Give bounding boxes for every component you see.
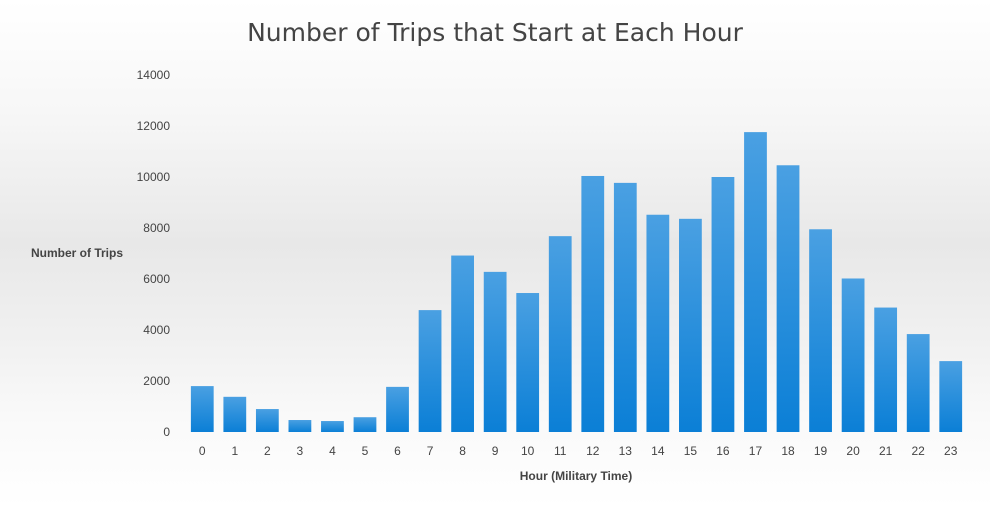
bars-group — [190, 132, 963, 433]
x-tick-label: 17 — [749, 444, 763, 458]
bar — [321, 421, 344, 432]
y-tick-label: 14000 — [137, 68, 171, 82]
bar — [906, 334, 930, 432]
bar — [418, 310, 442, 432]
x-tick-label: 11 — [554, 444, 567, 458]
x-tick-label: 5 — [362, 444, 369, 458]
bar — [776, 165, 800, 432]
y-tick-label: 12000 — [137, 119, 171, 133]
x-tick-label: 3 — [297, 444, 304, 458]
bar — [516, 293, 540, 432]
bar — [288, 420, 312, 432]
bar — [744, 132, 767, 432]
bar — [613, 182, 637, 432]
x-tick-label: 7 — [427, 444, 434, 458]
x-tick-label: 0 — [199, 444, 206, 458]
bar — [874, 307, 898, 432]
y-tick-label: 0 — [163, 425, 170, 439]
bar — [809, 229, 832, 432]
x-tick-label: 4 — [329, 444, 336, 458]
bar — [223, 396, 247, 432]
bar — [255, 409, 279, 432]
bar — [386, 386, 409, 432]
bar — [646, 214, 670, 432]
bar — [483, 271, 507, 432]
x-tick-label: 8 — [459, 444, 466, 458]
x-tick-label: 19 — [814, 444, 828, 458]
x-tick-label: 2 — [264, 444, 271, 458]
bar — [548, 236, 572, 432]
x-axis-title: Hour (Military Time) — [520, 469, 632, 483]
x-tick-label: 22 — [912, 444, 926, 458]
bar — [581, 175, 605, 433]
bar — [679, 218, 702, 432]
bar — [939, 361, 963, 432]
x-tick-label: 9 — [492, 444, 499, 458]
x-tick-label: 15 — [684, 444, 698, 458]
x-tick-label: 21 — [879, 444, 893, 458]
x-tick-label: 10 — [521, 444, 535, 458]
x-tick-label: 20 — [846, 444, 860, 458]
y-tick-label: 6000 — [143, 272, 170, 286]
bar — [190, 386, 214, 432]
chart-title: Number of Trips that Start at Each Hour — [247, 18, 743, 47]
x-axis-ticks: 0 1 2 3 4 5 6 7 8 9 10 11 12 13 14 15 16 17 18 19 20 21 22 23 — [199, 444, 958, 458]
y-tick-label: 8000 — [143, 221, 170, 235]
y-axis-ticks: 0 2000 4000 6000 8000 10000 12000 14000 — [137, 68, 171, 439]
x-tick-label: 14 — [651, 444, 665, 458]
y-tick-label: 2000 — [143, 374, 170, 388]
x-tick-label: 12 — [586, 444, 600, 458]
x-tick-label: 18 — [781, 444, 795, 458]
y-tick-label: 10000 — [137, 170, 171, 184]
y-tick-label: 4000 — [143, 323, 170, 337]
x-tick-label: 23 — [944, 444, 958, 458]
bar — [451, 255, 474, 432]
bar — [353, 417, 377, 432]
bar — [711, 177, 735, 432]
x-tick-label: 6 — [394, 444, 401, 458]
bar — [841, 278, 865, 432]
x-tick-label: 1 — [231, 444, 238, 458]
y-axis-title: Number of Trips — [31, 246, 123, 260]
x-tick-label: 16 — [716, 444, 730, 458]
x-tick-label: 13 — [619, 444, 633, 458]
